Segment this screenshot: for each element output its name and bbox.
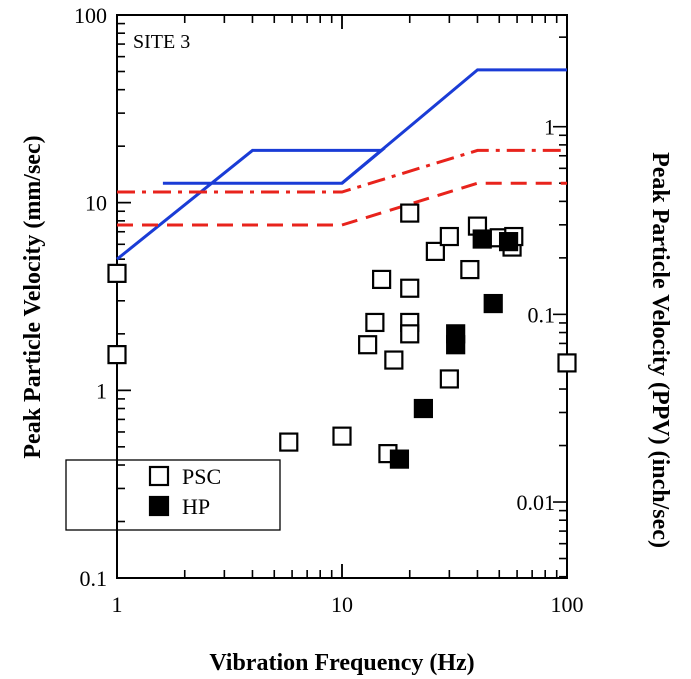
y-tick-label: 100 <box>74 3 107 28</box>
psc-point <box>460 259 480 280</box>
y2-tick-labels: 0.01 0.1 1 <box>517 115 556 515</box>
legend-hp-marker <box>148 495 170 517</box>
limit-line-solid <box>116 148 386 261</box>
psc-point <box>384 350 404 370</box>
legend-psc-label: PSC <box>182 464 221 489</box>
x-axis-title: Vibration Frequency (Hz) <box>209 650 474 676</box>
data-points <box>107 203 577 469</box>
hp-point <box>483 293 503 314</box>
legend-box <box>65 459 281 531</box>
limit-lines <box>116 68 567 261</box>
psc-point <box>279 432 299 452</box>
legend-psc-marker <box>148 465 170 487</box>
psc-point <box>400 203 420 223</box>
x-tick-label: 1 <box>112 592 123 617</box>
y2-axis-title: Peak Particle Velocity (PPV) (inch/sec) <box>647 152 673 548</box>
psc-point <box>557 353 577 373</box>
hp-point <box>446 335 466 355</box>
y2-tick-label: 0.01 <box>517 490 556 515</box>
x-tick-labels: 1 10 100 <box>112 592 584 617</box>
hp-point <box>498 232 519 252</box>
y2-tick-label: 0.1 <box>528 302 556 327</box>
y-axis-title: Peak Particle Velocity (mm/sec) <box>20 135 46 458</box>
psc-point <box>358 335 378 355</box>
legend-hp-label: HP <box>182 494 210 519</box>
psc-point <box>400 278 420 298</box>
psc-point <box>107 263 127 283</box>
y-tick-label: 1 <box>96 378 107 403</box>
y-tick-label: 0.1 <box>80 566 108 591</box>
legend: PSC HP <box>65 459 281 531</box>
psc-point <box>439 369 459 389</box>
axis-ticks <box>116 14 568 579</box>
limit-line-solid-upper <box>341 68 567 185</box>
limit-line-dashed <box>117 181 567 227</box>
hp-point <box>389 449 410 469</box>
hp-point <box>413 398 433 419</box>
psc-point <box>332 426 352 446</box>
y-tick-labels: 0.1 1 10 100 <box>74 3 107 591</box>
psc-point <box>400 324 420 344</box>
y-tick-label: 10 <box>85 191 107 216</box>
limit-line-dashdot <box>117 148 567 194</box>
psc-point <box>372 269 392 290</box>
y2-tick-label: 1 <box>544 115 555 140</box>
site-annotation: SITE 3 <box>133 31 190 53</box>
psc-point <box>425 241 445 261</box>
hp-point <box>472 229 492 249</box>
x-tick-label: 10 <box>331 592 353 617</box>
psc-point <box>107 345 127 365</box>
x-tick-label: 100 <box>551 592 584 617</box>
psc-point <box>439 226 459 247</box>
psc-point <box>365 312 385 333</box>
